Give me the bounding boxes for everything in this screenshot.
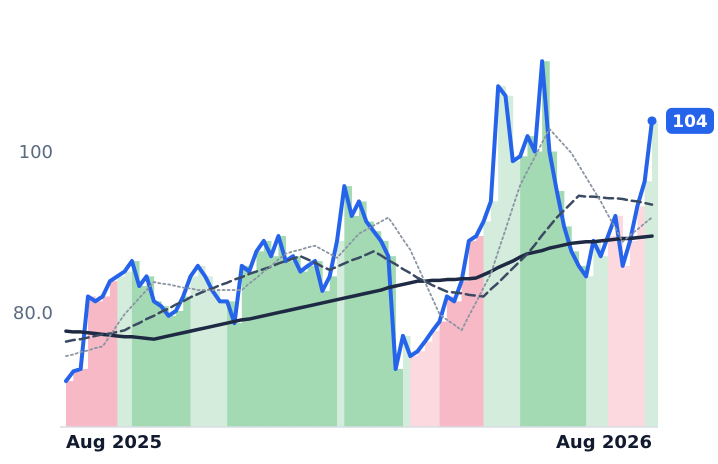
bar-layer: [66, 61, 658, 428]
area-bar: [329, 276, 338, 427]
area-bar: [227, 301, 235, 427]
area-bar: [87, 296, 96, 427]
area-bar: [234, 323, 243, 427]
area-bar: [241, 265, 250, 427]
area-bar: [380, 240, 389, 427]
area-bar: [498, 86, 506, 427]
area-bar: [190, 276, 199, 427]
area-bar: [644, 181, 653, 427]
last-point: [647, 116, 657, 126]
area-bar: [373, 231, 382, 427]
area-bar: [175, 310, 184, 427]
price-line: [64, 194, 654, 343]
area-bar: [146, 276, 155, 427]
area-bar: [608, 236, 616, 427]
label-layer: 80.0 100 Aug 2025 Aug 2026 104: [13, 107, 714, 453]
area-bar: [131, 261, 140, 427]
area-bar: [271, 256, 279, 427]
area-bar: [219, 301, 228, 427]
x-tick-label: Aug 2026: [556, 432, 652, 453]
y-tick-label: 100: [19, 142, 53, 163]
area-bar: [205, 276, 213, 427]
area-bar: [556, 190, 565, 427]
area-bar: [454, 301, 462, 427]
area-bar: [337, 240, 345, 427]
area-bar: [468, 240, 477, 427]
area-bar: [593, 240, 602, 427]
area-bar: [439, 321, 448, 427]
price-line: [65, 128, 653, 357]
area-bar: [95, 301, 103, 427]
area-bar: [476, 236, 484, 427]
area-bar: [432, 331, 440, 427]
area-bar: [571, 251, 580, 427]
area-bar: [564, 226, 572, 427]
area-bar: [293, 256, 301, 427]
area-bar: [586, 276, 594, 427]
area-bar: [139, 286, 147, 427]
value-badge: [666, 107, 714, 134]
area-bar: [124, 271, 133, 427]
area-bar: [102, 296, 111, 427]
area-bar: [344, 186, 352, 427]
area-bar: [153, 301, 162, 427]
area-bar: [622, 265, 631, 427]
area-bar: [410, 356, 418, 427]
area-bar: [549, 151, 558, 427]
area-bar: [263, 240, 272, 427]
area-bar: [402, 335, 411, 427]
area-bar: [315, 261, 323, 427]
area-bar: [534, 151, 543, 427]
area-bar: [615, 215, 623, 427]
area-bar: [307, 265, 316, 427]
area-bar: [212, 290, 221, 427]
y-tick-label: 80.0: [13, 303, 53, 324]
area-bar: [322, 290, 330, 427]
area-bar: [542, 61, 550, 427]
area-bar: [527, 136, 536, 427]
line-layer: [64, 59, 654, 384]
area-bar: [512, 161, 521, 427]
x-tick-label: Aug 2025: [66, 432, 162, 453]
area-bar: [278, 236, 287, 427]
area-bar: [300, 271, 309, 427]
area-bar: [168, 315, 177, 427]
area-bar: [161, 306, 169, 427]
area-bar: [630, 240, 638, 427]
area-bar: [285, 261, 294, 427]
area-bar: [351, 215, 360, 427]
area-bar: [424, 341, 433, 427]
area-bar: [395, 368, 404, 427]
area-bar: [197, 265, 206, 427]
area-bar: [578, 265, 587, 427]
area-bar: [249, 271, 257, 427]
price-line: [64, 234, 654, 341]
area-bar: [490, 201, 499, 427]
area-bar: [600, 256, 609, 427]
area-bar: [80, 368, 89, 427]
area-bar: [520, 156, 528, 428]
area-bar: [483, 221, 492, 427]
area-bar: [461, 281, 470, 427]
area-bar: [417, 351, 426, 427]
area-bar: [652, 120, 658, 427]
area-bar: [183, 296, 191, 427]
area-bar: [446, 296, 455, 427]
area-bar: [366, 221, 374, 427]
area-bar: [359, 201, 367, 427]
area-bar: [73, 371, 81, 427]
value-badge-label: 104: [672, 112, 708, 132]
area-bar: [66, 381, 74, 427]
area-bar: [637, 206, 645, 427]
area-bar: [109, 281, 118, 427]
area-bar: [256, 251, 265, 427]
area-bar: [117, 276, 125, 427]
